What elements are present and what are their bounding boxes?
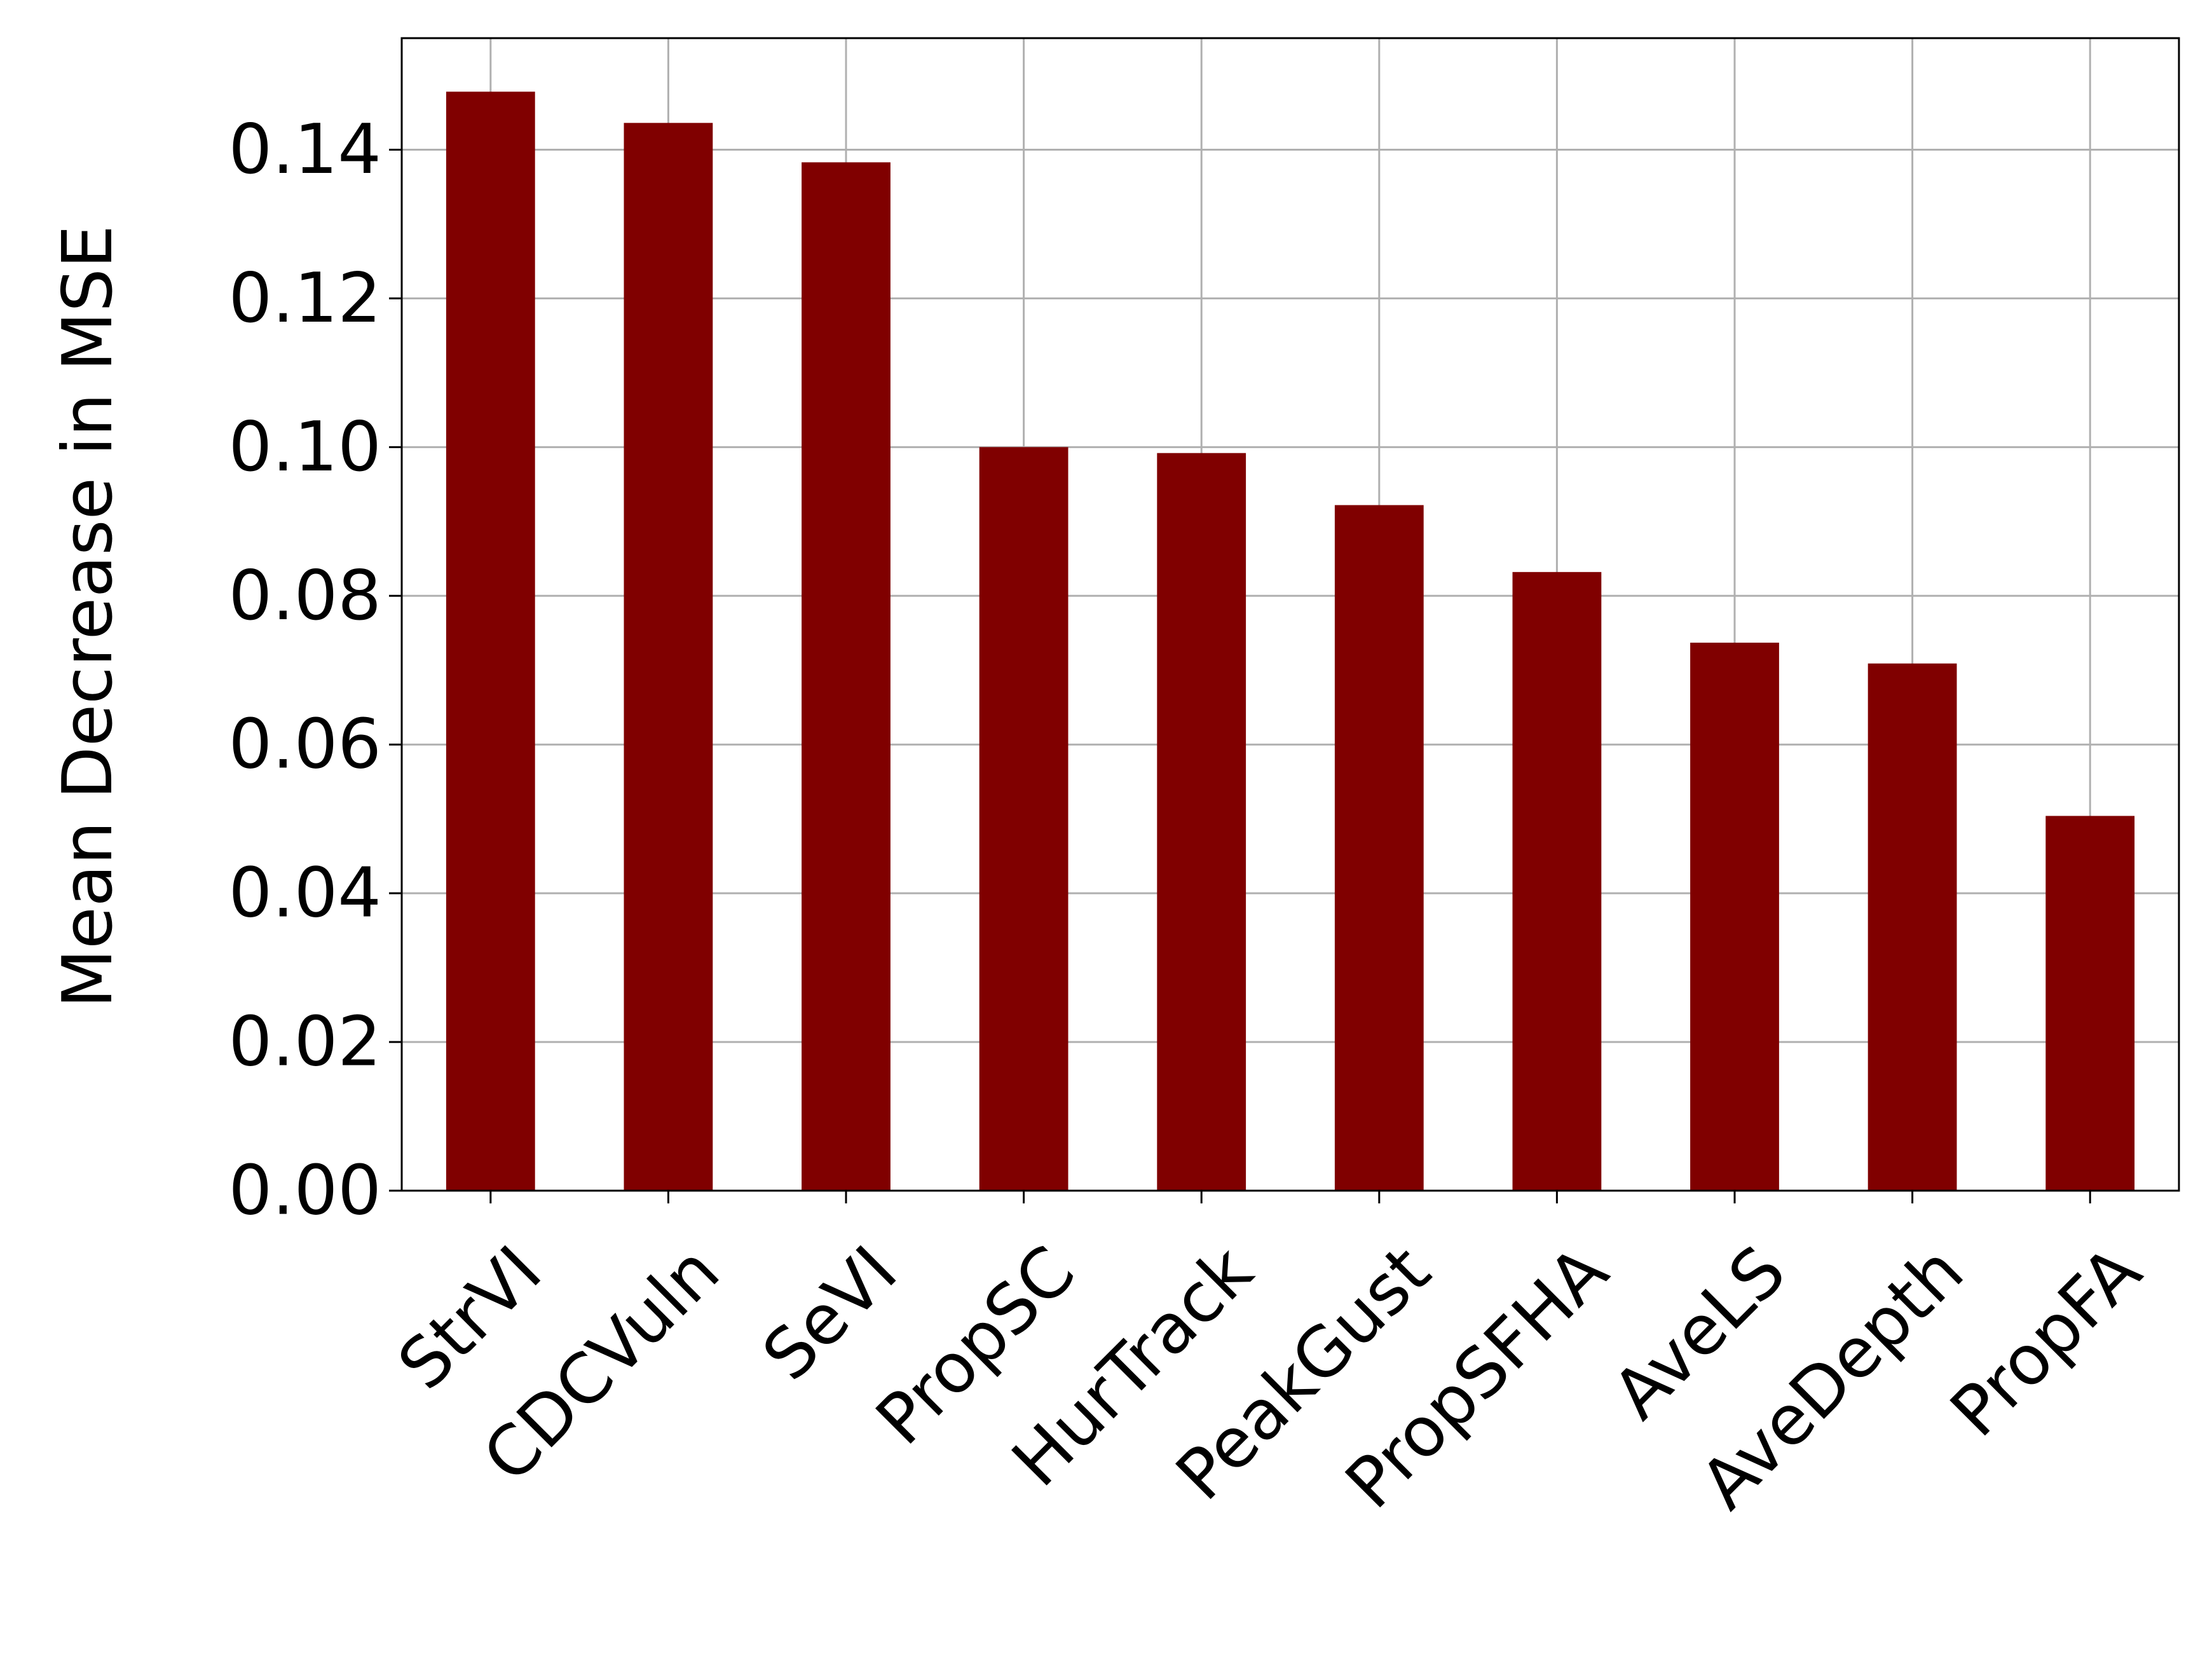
x-tick-label: SeVI <box>748 1231 913 1396</box>
bar-propsc <box>979 447 1068 1191</box>
y-tick-label: 0.04 <box>229 854 381 933</box>
bars <box>446 92 2135 1191</box>
ticks <box>389 148 2091 1203</box>
bar-cdcvuln <box>624 123 713 1191</box>
bar-propfa <box>2045 816 2135 1191</box>
y-tick-label: 0.12 <box>229 259 381 338</box>
bar-avels <box>1690 642 1779 1191</box>
y-tick-label: 0.02 <box>229 1003 381 1082</box>
y-tick-label: 0.10 <box>229 407 381 487</box>
bar-avedepth <box>1867 663 1957 1191</box>
bar-propsfha <box>1512 571 1602 1191</box>
y-tick-labels: 0.00 0.02 0.04 0.06 0.08 0.10 0.12 0.14 <box>229 110 381 1231</box>
plot-frame <box>400 37 2180 1192</box>
y-tick-label: 0.08 <box>229 556 381 636</box>
x-tick-label: PropFA <box>1936 1231 2156 1452</box>
bar-strvi <box>446 92 535 1191</box>
y-tick-label: 0.00 <box>229 1151 381 1231</box>
y-axis-label: Mean Decrease in MSE <box>48 225 128 1008</box>
y-tick-label: 0.14 <box>229 110 381 189</box>
y-tick-label: 0.06 <box>229 705 381 784</box>
bar-hurtrack <box>1157 453 1246 1191</box>
bar-peakgust <box>1334 505 1424 1191</box>
bar-sevi <box>802 162 891 1191</box>
